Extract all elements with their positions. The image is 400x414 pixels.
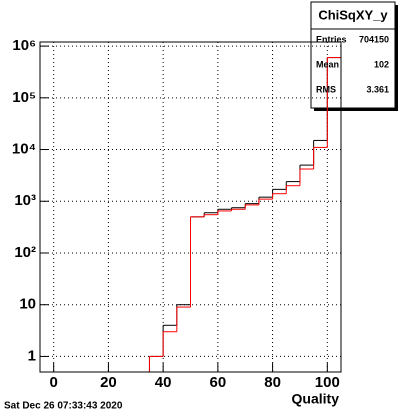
x-tick-label: 40 — [155, 374, 172, 391]
stats-box — [310, 1, 396, 109]
stats-title: ChiSqXY_y — [318, 7, 388, 22]
y-tick-label: 10⁶ — [12, 37, 36, 54]
stats-value: 704150 — [359, 34, 389, 44]
y-tick-label: 10³ — [14, 192, 36, 209]
y-tick-label: 10⁵ — [12, 89, 36, 106]
x-tick-label: 60 — [210, 374, 227, 391]
x-tick-label: 80 — [264, 374, 281, 391]
stats-label: Mean — [316, 59, 339, 69]
x-tick-label: 0 — [50, 374, 58, 391]
y-tick-label: 10² — [14, 244, 36, 261]
stats-label: Entries — [316, 34, 347, 44]
plot-frame — [39, 41, 342, 373]
footer-date: Sat Dec 26 07:33:43 2020 — [4, 401, 123, 412]
y-tick-label: 10 — [19, 296, 36, 313]
y-tick-label: 1 — [28, 347, 36, 364]
stats-value: 102 — [374, 59, 389, 69]
x-tick-label: 100 — [315, 374, 340, 391]
x-axis-label: Quality — [292, 391, 340, 407]
x-tick-label: 20 — [100, 374, 117, 391]
stats-value: 3.361 — [366, 84, 389, 94]
y-tick-label: 10⁴ — [12, 141, 36, 158]
stats-label: RMS — [316, 84, 336, 94]
